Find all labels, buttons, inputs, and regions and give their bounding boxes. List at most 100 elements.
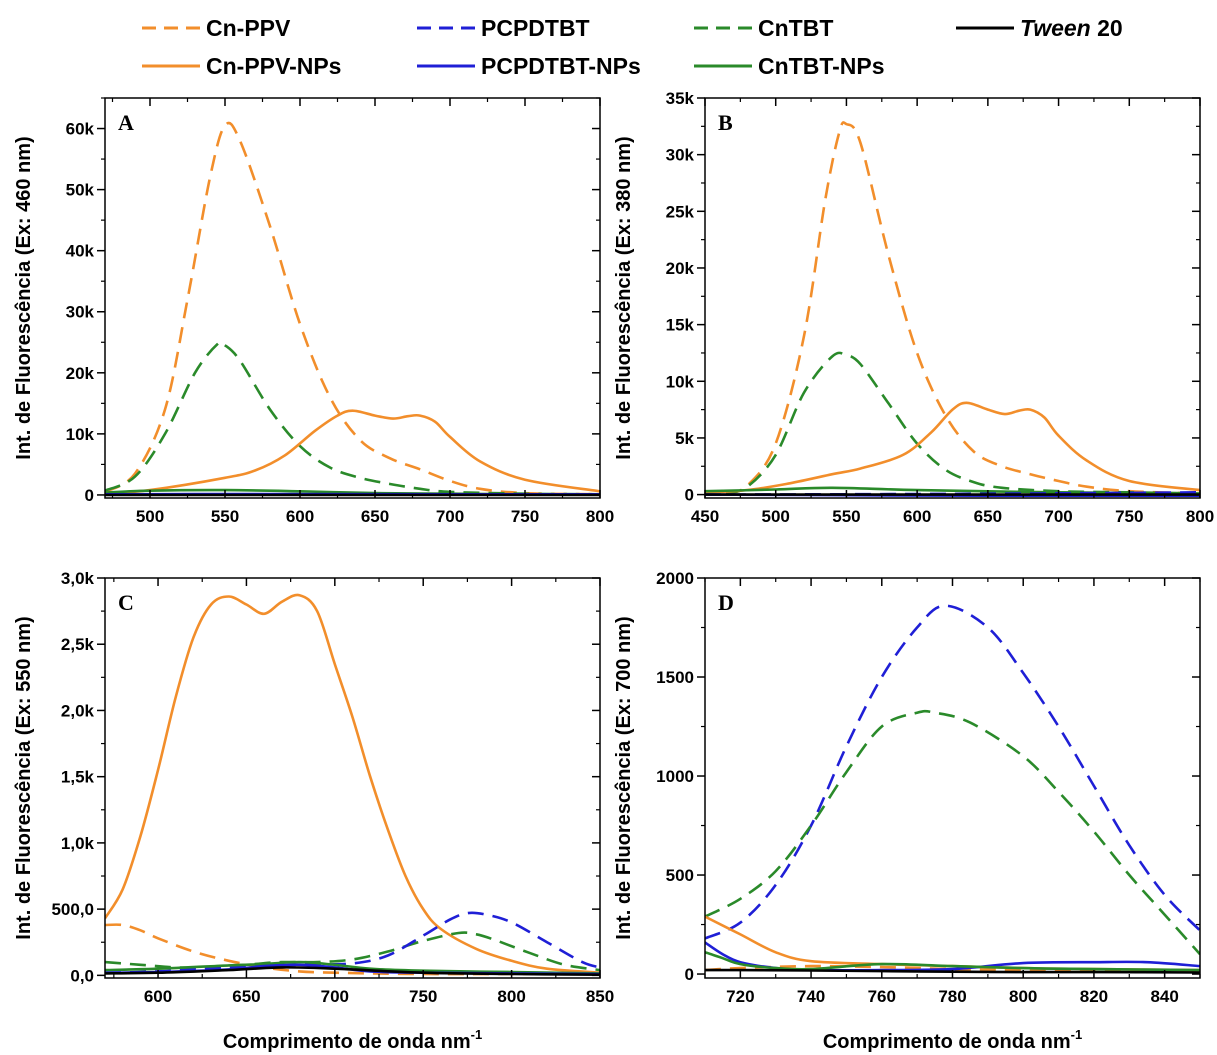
panel-b-xtick-label: 450	[691, 507, 719, 526]
panel-a-ytick-label: 50k	[66, 181, 95, 200]
panel-d-xtick-label: 820	[1080, 987, 1108, 1006]
panel-c-label: C	[118, 590, 134, 615]
panel-a-series	[105, 121, 600, 497]
panel-d: 720 740 760 780 800 820 840 0 500 1000 1500 2000 D In…	[613, 569, 1201, 1053]
panel-d-series	[705, 604, 1200, 974]
legend-item-pcpdtbt-nps: PCPDTBT-NPs	[417, 53, 641, 79]
panel-a-frame	[104, 97, 601, 499]
panel-a-ytick-label: 10k	[66, 425, 95, 444]
panel-b-series	[705, 121, 1200, 498]
legend-item-tween-20: Tween 20	[956, 15, 1123, 41]
panel-d-xtick-label: 840	[1150, 987, 1178, 1006]
panel-a-xtick-label: 500	[136, 507, 164, 526]
panel-b-ytick-label: 10k	[666, 372, 695, 391]
panel-b-ytick-label: 25k	[666, 202, 695, 221]
panel-d-xlabel: Comprimento de onda nm-1	[823, 1027, 1082, 1053]
panel-d-xtick-label: 740	[797, 987, 825, 1006]
panel-d-label: D	[718, 590, 734, 615]
panel-c-ytick-label: 2,0k	[61, 701, 95, 720]
panel-c-ytick-label: 0,0	[70, 966, 94, 985]
panel-a-line-cntbt	[105, 340, 600, 496]
panel-a-ytick-label: 40k	[66, 242, 95, 261]
panel-a-xtick-label: 750	[511, 507, 539, 526]
panel-c-line-cntbt-nps	[105, 960, 600, 975]
panel-b-line-cntbt	[725, 351, 1200, 495]
panel-c-line-pcpdtbt	[105, 911, 600, 974]
panel-d-frame	[704, 577, 1201, 979]
panel-d-ytick-label: 2000	[656, 569, 694, 588]
panel-b-xtick-label: 700	[1044, 507, 1072, 526]
panel-c-xtick-label: 800	[497, 987, 525, 1006]
panel-a-ytick-label: 20k	[66, 364, 95, 383]
legend-label-tween-20: Tween 20	[1020, 15, 1123, 41]
panel-c-ytick-label: 1,5k	[61, 768, 95, 787]
panel-a-ytick-label: 60k	[66, 120, 95, 139]
panel-c-frame	[104, 577, 601, 979]
panel-c-xtick-label: 850	[586, 987, 614, 1006]
panel-b-xtick-label: 800	[1186, 507, 1214, 526]
panel-b-ytick-label: 20k	[666, 259, 695, 278]
legend-item-cntbt: CnTBT	[694, 15, 833, 41]
panel-d-ytick-label: 500	[666, 866, 694, 885]
panel-a-ylabel: Int. de Fluorescência (Ex: 460 nm)	[13, 136, 35, 459]
legend-label-pcpdtbt-nps: PCPDTBT-NPs	[481, 53, 641, 79]
panel-d-ylabel: Int. de Fluorescência (Ex: 700 nm)	[613, 616, 635, 939]
panel-a: 500 550 600 650 700 750 800 0 10k 20k 30k 40k 50k 60k…	[13, 97, 614, 526]
panel-d-line-cntbt-nps	[705, 951, 1200, 972]
panel-c-xtick-label: 600	[144, 987, 172, 1006]
panel-b-xtick-label: 650	[974, 507, 1002, 526]
panel-c-xtick-label: 700	[321, 987, 349, 1006]
panel-c-xtick-label: 750	[409, 987, 437, 1006]
panel-c-ytick-label: 1,0k	[61, 834, 95, 853]
panel-c-xlabel: Comprimento de onda nm-1	[223, 1027, 482, 1053]
panel-a-ytick-label: 0	[85, 486, 94, 505]
panel-b-frame	[704, 97, 1201, 499]
panel-a-line-cn-ppv-nps	[105, 409, 600, 495]
legend-label-cntbt-nps: CnTBT-NPs	[758, 53, 885, 79]
panel-b-xtick-label: 600	[903, 507, 931, 526]
legend-item-cntbt-nps: CnTBT-NPs	[694, 53, 885, 79]
panel-d-ytick-label: 1500	[656, 668, 694, 687]
panel-b-line-cn-ppv	[725, 121, 1200, 495]
panel-a-ytick-label: 30k	[66, 303, 95, 322]
legend-label-cn-ppv: Cn-PPV	[206, 15, 291, 41]
panel-b-label: B	[718, 110, 733, 135]
panel-a-label: A	[118, 110, 134, 135]
panel-d-line-cntbt	[705, 709, 1200, 956]
panel-a-xtick-label: 550	[211, 507, 239, 526]
panel-d-line-pcpdtbt	[705, 604, 1200, 940]
panel-b: 450 500 550 600 650 700 750 800 0 5k 10k 15k 20k 25k 3…	[613, 89, 1214, 526]
panels: 500 550 600 650 700 750 800 0 10k 20k 30k 40k 50k 60k…	[13, 89, 1214, 1053]
panel-a-line-cn-ppv	[105, 121, 600, 496]
panel-c-line-cn-ppv	[105, 923, 600, 976]
panel-b-ytick-label: 0	[685, 486, 694, 505]
panel-c-ytick-label: 3,0k	[61, 569, 95, 588]
panel-b-ylabel: Int. de Fluorescência (Ex: 380 nm)	[613, 136, 635, 459]
panel-b-xtick-label: 750	[1115, 507, 1143, 526]
panel-c: 600 650 700 750 800 850 0,0 500,0 1,0k 1,5k 2,0k 2,…	[13, 569, 614, 1053]
panel-b-ytick-label: 5k	[675, 429, 694, 448]
panel-c-ylabel: Int. de Fluorescência (Ex: 550 nm)	[13, 616, 35, 939]
panel-d-line-cn-ppv	[705, 964, 1200, 973]
panel-b-line-cntbt-nps	[705, 486, 1200, 495]
panel-d-ytick-label: 1000	[656, 767, 694, 786]
panel-b-ytick-label: 35k	[666, 89, 695, 108]
legend-label-cntbt: CnTBT	[758, 15, 833, 41]
panel-c-ytick-label: 2,5k	[61, 635, 95, 654]
panel-a-xtick-label: 650	[361, 507, 389, 526]
panel-b-xtick-label: 500	[762, 507, 790, 526]
panel-b-ytick-label: 30k	[666, 146, 695, 165]
legend-label-pcpdtbt: PCPDTBT	[481, 15, 590, 41]
legend-item-pcpdtbt: PCPDTBT	[417, 15, 590, 41]
legend-item-cn-ppv-nps: Cn-PPV-NPs	[142, 53, 341, 79]
panel-d-ytick-label: 0	[685, 965, 694, 984]
legend-label-cn-ppv-nps: Cn-PPV-NPs	[206, 53, 341, 79]
panel-c-xtick-label: 650	[232, 987, 260, 1006]
panel-b-ytick-label: 15k	[666, 316, 695, 335]
legend: Cn-PPV PCPDTBT CnTBT Tween 20 Cn-PPV-NPs PCPD…	[142, 15, 1123, 79]
panel-b-xtick-label: 550	[832, 507, 860, 526]
panel-a-xtick-label: 700	[436, 507, 464, 526]
panel-c-ytick-label: 500,0	[51, 900, 94, 919]
panel-c-line-cn-ppv-nps	[105, 593, 600, 974]
